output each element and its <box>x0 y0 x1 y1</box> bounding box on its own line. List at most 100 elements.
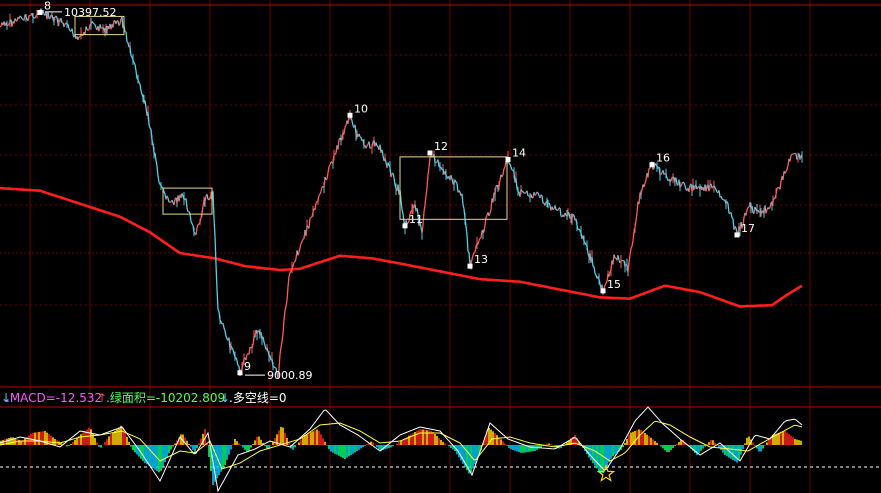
price-segment <box>337 139 340 150</box>
price-panel[interactable]: 8 9 10 11 12 13 14 15 16 17 10397.52 9000.89 <box>0 0 803 382</box>
price-segment <box>246 353 249 355</box>
price-segment <box>784 171 787 174</box>
price-segment <box>350 117 353 121</box>
price-segment <box>785 169 788 172</box>
price-segment <box>627 262 630 273</box>
price-segment <box>21 18 24 21</box>
price-segment <box>181 193 184 197</box>
price-segment <box>231 347 234 351</box>
price-segment <box>201 206 204 214</box>
price-segment <box>47 11 50 19</box>
price-segment <box>27 15 30 22</box>
price-segment <box>498 180 501 187</box>
pivot-marker <box>427 150 433 156</box>
price-segment <box>359 136 362 139</box>
pivot-marker <box>347 112 353 118</box>
green-area-value: .绿面积=-10202.809 <box>106 390 225 405</box>
price-segment <box>530 194 533 199</box>
price-segment <box>636 201 639 213</box>
price-segment <box>540 194 543 197</box>
price-segment <box>235 357 238 361</box>
price-segment <box>381 149 384 156</box>
price-segment <box>299 243 302 248</box>
price-segment <box>454 179 457 183</box>
price-segment <box>470 259 473 265</box>
price-segment <box>745 209 748 216</box>
price-segment <box>300 241 303 244</box>
price-segment <box>644 179 647 184</box>
price-segment <box>118 23 121 26</box>
price-segment <box>263 341 266 346</box>
price-segment <box>319 191 322 195</box>
price-segment <box>94 24 97 28</box>
price-segment <box>171 199 174 203</box>
price-segment <box>494 186 497 195</box>
price-segment <box>149 127 152 130</box>
consolidation-box <box>399 156 508 220</box>
price-segment <box>683 182 686 186</box>
price-segment <box>428 156 431 168</box>
price-segment <box>219 319 222 323</box>
price-segment <box>222 323 225 329</box>
price-segment <box>652 168 655 171</box>
price-segment <box>129 46 132 56</box>
price-segment <box>278 354 281 370</box>
up-arrow-icon: ↑ <box>97 391 107 405</box>
price-segment <box>67 24 70 30</box>
price-segment <box>775 187 778 195</box>
price-segment <box>735 228 738 233</box>
price-segment <box>158 182 161 185</box>
consolidation-boxes <box>74 15 508 220</box>
pivot-marker <box>734 232 740 238</box>
price-segment <box>669 180 672 183</box>
price-segment <box>282 320 285 334</box>
price-segment <box>55 15 58 19</box>
price-segment <box>241 363 244 370</box>
pivot-marker <box>237 370 243 376</box>
price-marker-label: 9000.89 <box>267 369 313 382</box>
price-segment <box>213 218 216 237</box>
price-segment <box>536 191 539 194</box>
price-segment <box>217 309 220 312</box>
price-segment <box>727 203 730 214</box>
price-segment <box>402 213 405 222</box>
price-segment <box>468 252 471 265</box>
price-segment <box>489 209 492 214</box>
price-segment <box>526 190 529 197</box>
price-segment <box>741 225 744 229</box>
price-segment <box>60 17 63 24</box>
price-segment <box>696 186 699 190</box>
macd-panel[interactable] <box>0 406 881 493</box>
price-segment <box>151 140 154 144</box>
price-segment <box>522 191 525 194</box>
price-segment <box>790 153 793 156</box>
price-segment <box>765 209 768 214</box>
price-segment <box>789 155 792 162</box>
price-segment <box>629 248 632 255</box>
price-segment <box>199 217 202 223</box>
price-segment <box>466 234 469 252</box>
price-segment <box>684 185 687 190</box>
price-segment <box>534 193 537 196</box>
price-segment <box>121 16 124 29</box>
price-segment <box>193 231 196 234</box>
star-icon <box>596 464 616 482</box>
price-segment <box>786 165 789 170</box>
macd-value: .MACD=-12.532 <box>6 391 102 405</box>
price-segment <box>173 199 176 206</box>
price-segment <box>86 28 89 31</box>
price-segment <box>42 10 45 15</box>
price-marker-label: 10397.52 <box>64 6 117 19</box>
price-segment <box>643 183 646 188</box>
price-segment <box>154 153 157 161</box>
price-segment <box>212 191 215 219</box>
price-segment <box>277 369 280 379</box>
pivot-marker <box>37 10 43 16</box>
price-segment <box>751 205 754 214</box>
price-segment <box>548 202 551 206</box>
price-segment <box>462 204 465 209</box>
consolidation-box <box>74 15 125 36</box>
price-segment <box>421 224 424 234</box>
down-arrow-icon: ↓ <box>220 391 230 405</box>
